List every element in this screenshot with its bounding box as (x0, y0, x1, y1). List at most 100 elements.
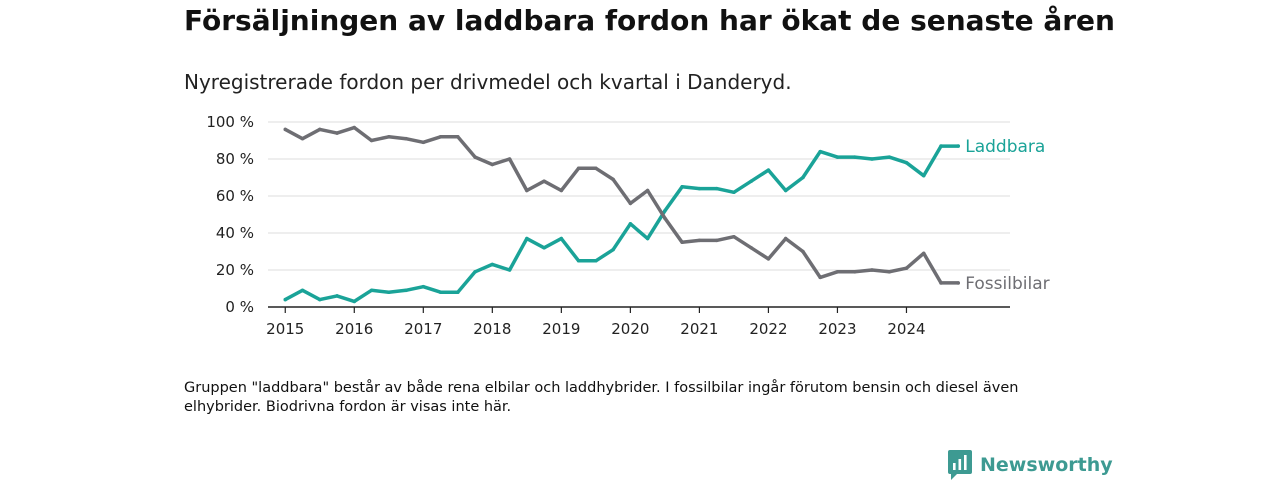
data-point (697, 238, 702, 243)
data-point (921, 173, 926, 178)
x-tick-label: 2018 (473, 320, 511, 338)
data-point (300, 136, 305, 141)
y-axis: 0 % 20 % 40 % 60 % 80 % 100 % (206, 113, 254, 316)
data-point (387, 290, 391, 294)
data-point (628, 201, 633, 206)
x-tick-label: 2021 (680, 320, 718, 338)
data-point (335, 294, 339, 298)
chart-footnote: Gruppen "laddbara" består av både rena e… (184, 380, 1019, 415)
data-point (766, 257, 771, 261)
data-point (438, 290, 443, 294)
data-point (714, 238, 719, 243)
data-point (421, 284, 426, 289)
data-point (525, 236, 529, 241)
series-labels: Laddbara Fossilbilar (965, 137, 1049, 294)
chart-subtitle: Nyregistrerade fordon per drivmedel och … (184, 70, 792, 94)
y-tick-label: 60 % (216, 187, 254, 205)
data-point (352, 125, 357, 130)
series-lines (283, 125, 960, 304)
data-point (818, 149, 822, 154)
data-point (904, 160, 909, 165)
data-point (404, 288, 408, 293)
series-label-fossilbilar: Fossilbilar (965, 274, 1049, 294)
data-point (887, 155, 891, 159)
data-point (783, 188, 788, 193)
series-line-laddbara (283, 144, 960, 304)
data-point (749, 179, 753, 183)
data-point (369, 138, 374, 143)
data-point (766, 168, 771, 172)
data-point (732, 234, 736, 239)
x-tick-label: 2022 (749, 320, 787, 338)
data-point (749, 246, 753, 250)
y-tick-label: 40 % (216, 224, 254, 242)
data-point (594, 166, 598, 170)
y-tick-label: 100 % (206, 113, 254, 131)
x-tick-label: 2015 (266, 320, 304, 338)
data-point (576, 259, 581, 263)
x-axis: 2015 2016 2017 2018 2019 2020 2021 2022 2023 2024 (266, 306, 1010, 338)
series-label-laddbara: Laddbara (965, 137, 1045, 157)
data-point (801, 249, 805, 254)
data-point (956, 281, 960, 285)
data-point (438, 135, 443, 139)
data-point (576, 166, 581, 170)
data-point (542, 179, 546, 183)
data-point (732, 190, 736, 195)
data-point (490, 262, 495, 267)
data-point (283, 127, 288, 132)
data-point (870, 268, 874, 272)
x-tick-label: 2016 (335, 320, 373, 338)
data-point (801, 175, 805, 180)
line-chart: 0 %20 %40 %60 %80 %100 % 2015 2016 2017 201… (206, 113, 1049, 338)
data-point (369, 288, 374, 293)
data-point (939, 144, 943, 148)
series-line-fossilbilar (283, 125, 960, 285)
data-point (852, 270, 857, 274)
data-point (663, 216, 667, 220)
x-tick-label: 2024 (887, 320, 925, 338)
data-point (645, 236, 650, 241)
data-point (507, 157, 512, 161)
data-point (939, 281, 943, 285)
data-point (404, 136, 408, 141)
data-point (490, 162, 495, 167)
data-point (542, 246, 546, 250)
data-point (783, 236, 788, 241)
data-point (663, 209, 667, 213)
data-point (714, 186, 719, 191)
bar-chart-icon (948, 450, 972, 480)
data-point (352, 299, 357, 304)
data-point (956, 144, 960, 148)
data-point (318, 297, 322, 302)
data-point (559, 188, 564, 193)
data-point (697, 186, 702, 191)
data-point (870, 157, 874, 161)
data-point (387, 135, 391, 139)
data-point (852, 155, 857, 159)
data-point (421, 140, 426, 145)
data-point (680, 240, 684, 244)
data-point (473, 155, 477, 159)
data-point (680, 185, 684, 189)
data-point (318, 127, 322, 132)
data-point (818, 275, 822, 280)
data-point (611, 247, 615, 252)
data-point (283, 297, 288, 302)
data-point (835, 270, 840, 274)
data-point (300, 288, 305, 293)
x-tick-label: 2019 (542, 320, 580, 338)
data-point (645, 188, 650, 193)
data-point (525, 188, 529, 193)
data-point (559, 236, 564, 241)
data-point (887, 270, 891, 274)
data-point (594, 259, 598, 263)
data-point (456, 135, 460, 139)
data-point (835, 155, 840, 159)
data-point (507, 268, 512, 272)
y-tick-label: 20 % (216, 261, 254, 279)
brand-name: Newsworthy (980, 454, 1113, 476)
data-point (904, 266, 909, 270)
y-tick-label: 0 % (225, 298, 254, 316)
chart-title: Försäljningen av laddbara fordon har öka… (184, 4, 1115, 37)
